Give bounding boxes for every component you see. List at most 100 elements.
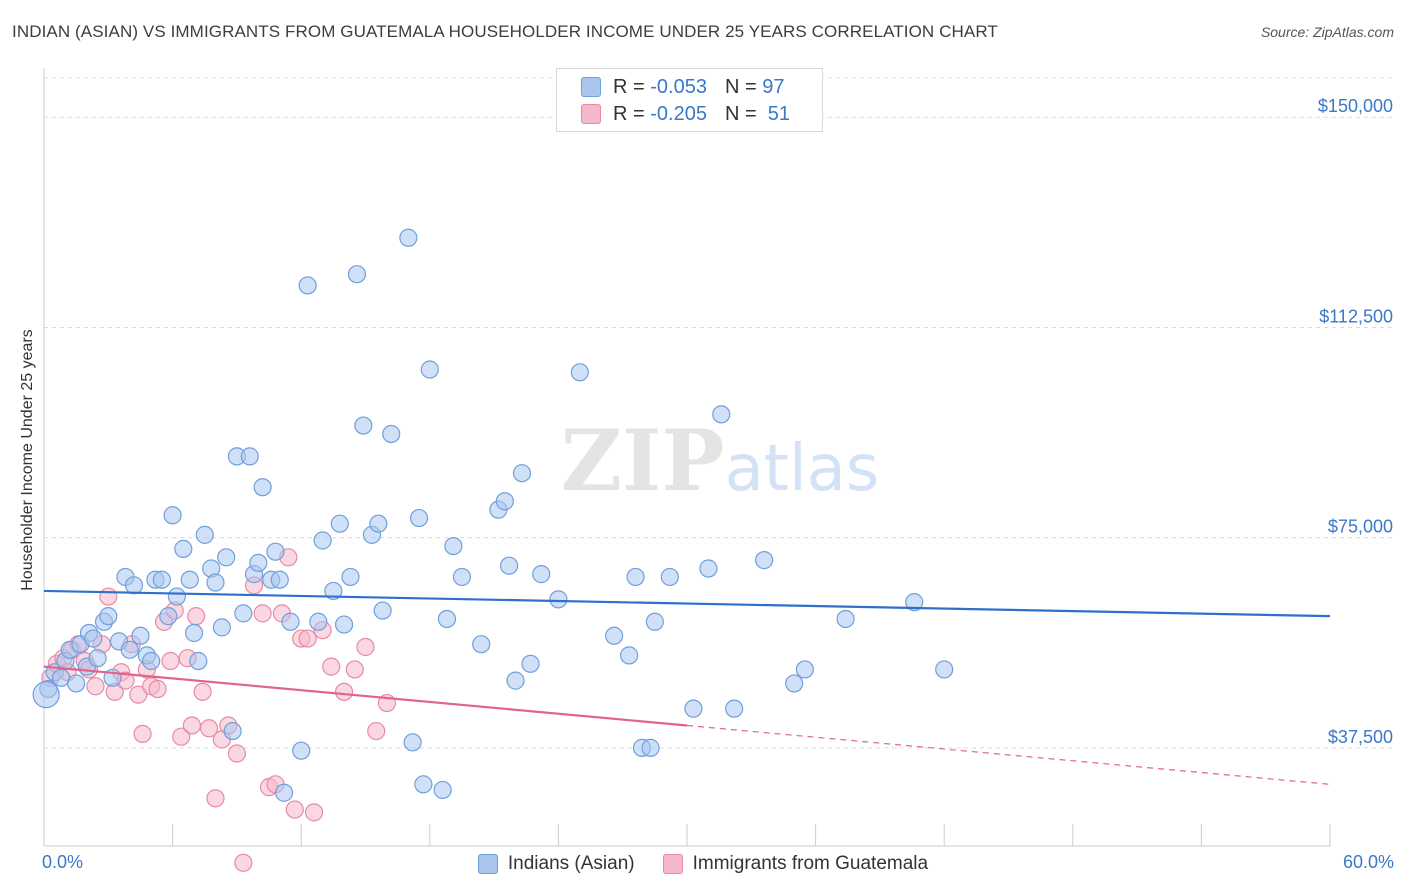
y-tick-label: $112,500 (1319, 306, 1393, 326)
indians-point (253, 478, 272, 497)
r-value: -0.205 (650, 102, 707, 125)
y-axis-label: Householder Income Under 25 years (19, 329, 36, 591)
indians-point (120, 640, 139, 659)
guatemala-point (193, 682, 212, 701)
indians-point (142, 651, 161, 671)
guatemala-point (172, 727, 191, 746)
indians-point (249, 553, 268, 573)
guatemala-point (298, 629, 317, 648)
indians-trend-line (43, 589, 1331, 618)
indians-point (549, 590, 568, 609)
y-tick-label: $150,000 (1318, 96, 1393, 116)
pink-swatch-icon (581, 104, 601, 124)
stats-legend-row-guatemala: R = -0.205 N = 51 (581, 102, 790, 126)
legend-item-indians: Indians (Asian) (477, 853, 635, 875)
blue-swatch-icon (581, 77, 601, 97)
indians-point (369, 514, 388, 533)
guatemala-point (285, 800, 304, 819)
n-label: N = (724, 102, 757, 125)
indians-point (452, 567, 472, 587)
legend-item-guatemala: Immigrants from Guatemala (662, 853, 928, 875)
indians-point (605, 626, 624, 645)
indians-point (159, 607, 178, 626)
indians-point (324, 581, 343, 601)
indians-point (354, 416, 373, 435)
guatemala-point (148, 679, 167, 699)
guatemala-point (234, 853, 253, 872)
guatemala-point (182, 716, 201, 735)
series-legend: Indians (Asian) Immigrants from Guatemal… (0, 852, 1406, 876)
indians-point (99, 607, 118, 626)
indians-point (298, 276, 317, 295)
source-label: Source: ZipAtlas.com (1260, 24, 1394, 40)
indians-point (167, 587, 186, 606)
guatemala-point (227, 744, 246, 763)
guatemala-point (133, 724, 152, 743)
indians-point (334, 615, 354, 634)
guatemala-trend-extension (686, 724, 1331, 785)
indians-point (341, 567, 360, 587)
r-label: R = (613, 102, 645, 125)
indians-point (309, 612, 328, 631)
indians-point (645, 612, 664, 631)
chart-title: INDIAN (ASIAN) VS IMMIGRANTS FROM GUATEM… (12, 22, 998, 41)
n-value: 97 (762, 75, 785, 98)
indians-point (620, 646, 639, 665)
indians-point (189, 651, 208, 671)
indians-point (521, 654, 540, 673)
indians-point (266, 542, 285, 561)
guatemala-point (367, 721, 386, 741)
stats-legend-row-indians: R = -0.053 N = 97 (581, 75, 784, 99)
indians-point (785, 674, 804, 693)
indians-point (641, 738, 660, 757)
indians-point (330, 514, 349, 533)
indians-point (437, 609, 457, 629)
indians-point (500, 556, 519, 575)
indians-point (313, 531, 332, 550)
indians-point (403, 733, 422, 752)
indians-point (124, 576, 144, 595)
pink-swatch-icon (662, 854, 683, 874)
indians-point (180, 570, 199, 589)
indians-point (725, 699, 744, 718)
guatemala-point (253, 604, 272, 623)
indians-point (626, 567, 645, 587)
indians-point (223, 721, 242, 741)
watermark: ZIPatlas (561, 411, 879, 510)
indians-point (444, 536, 463, 556)
indians-point (347, 265, 367, 284)
indians-point (660, 567, 679, 587)
indians-point (570, 363, 589, 382)
indians-point (409, 508, 429, 528)
indians-point (281, 612, 300, 631)
guatemala-point (99, 587, 118, 606)
indians-point (84, 629, 103, 648)
indians-point (88, 649, 107, 668)
indians-point (163, 506, 182, 525)
indians-point (836, 609, 855, 629)
guatemala-point (206, 789, 225, 808)
indians-point (532, 565, 551, 584)
r-value: -0.053 (650, 75, 707, 98)
indians-point (414, 775, 433, 794)
indians-point (292, 741, 311, 760)
indians-point (433, 780, 452, 800)
indians-point (373, 601, 392, 620)
indians-point (195, 525, 214, 544)
r-label: R = (613, 75, 645, 98)
guatemala-point (129, 685, 148, 704)
indians-point (32, 681, 60, 709)
x-tick-max: 60.0% (1342, 852, 1394, 872)
indians-point (399, 228, 418, 247)
indians-point (795, 660, 814, 679)
guatemala-point (334, 682, 354, 701)
indians-point (420, 360, 439, 379)
indians-point (234, 604, 253, 623)
indians-point (152, 570, 171, 589)
indians-point (240, 447, 259, 466)
blue-swatch-icon (477, 854, 498, 874)
indians-point (506, 671, 525, 690)
indians-point (184, 623, 204, 643)
guatemala-trend-line (43, 665, 688, 727)
